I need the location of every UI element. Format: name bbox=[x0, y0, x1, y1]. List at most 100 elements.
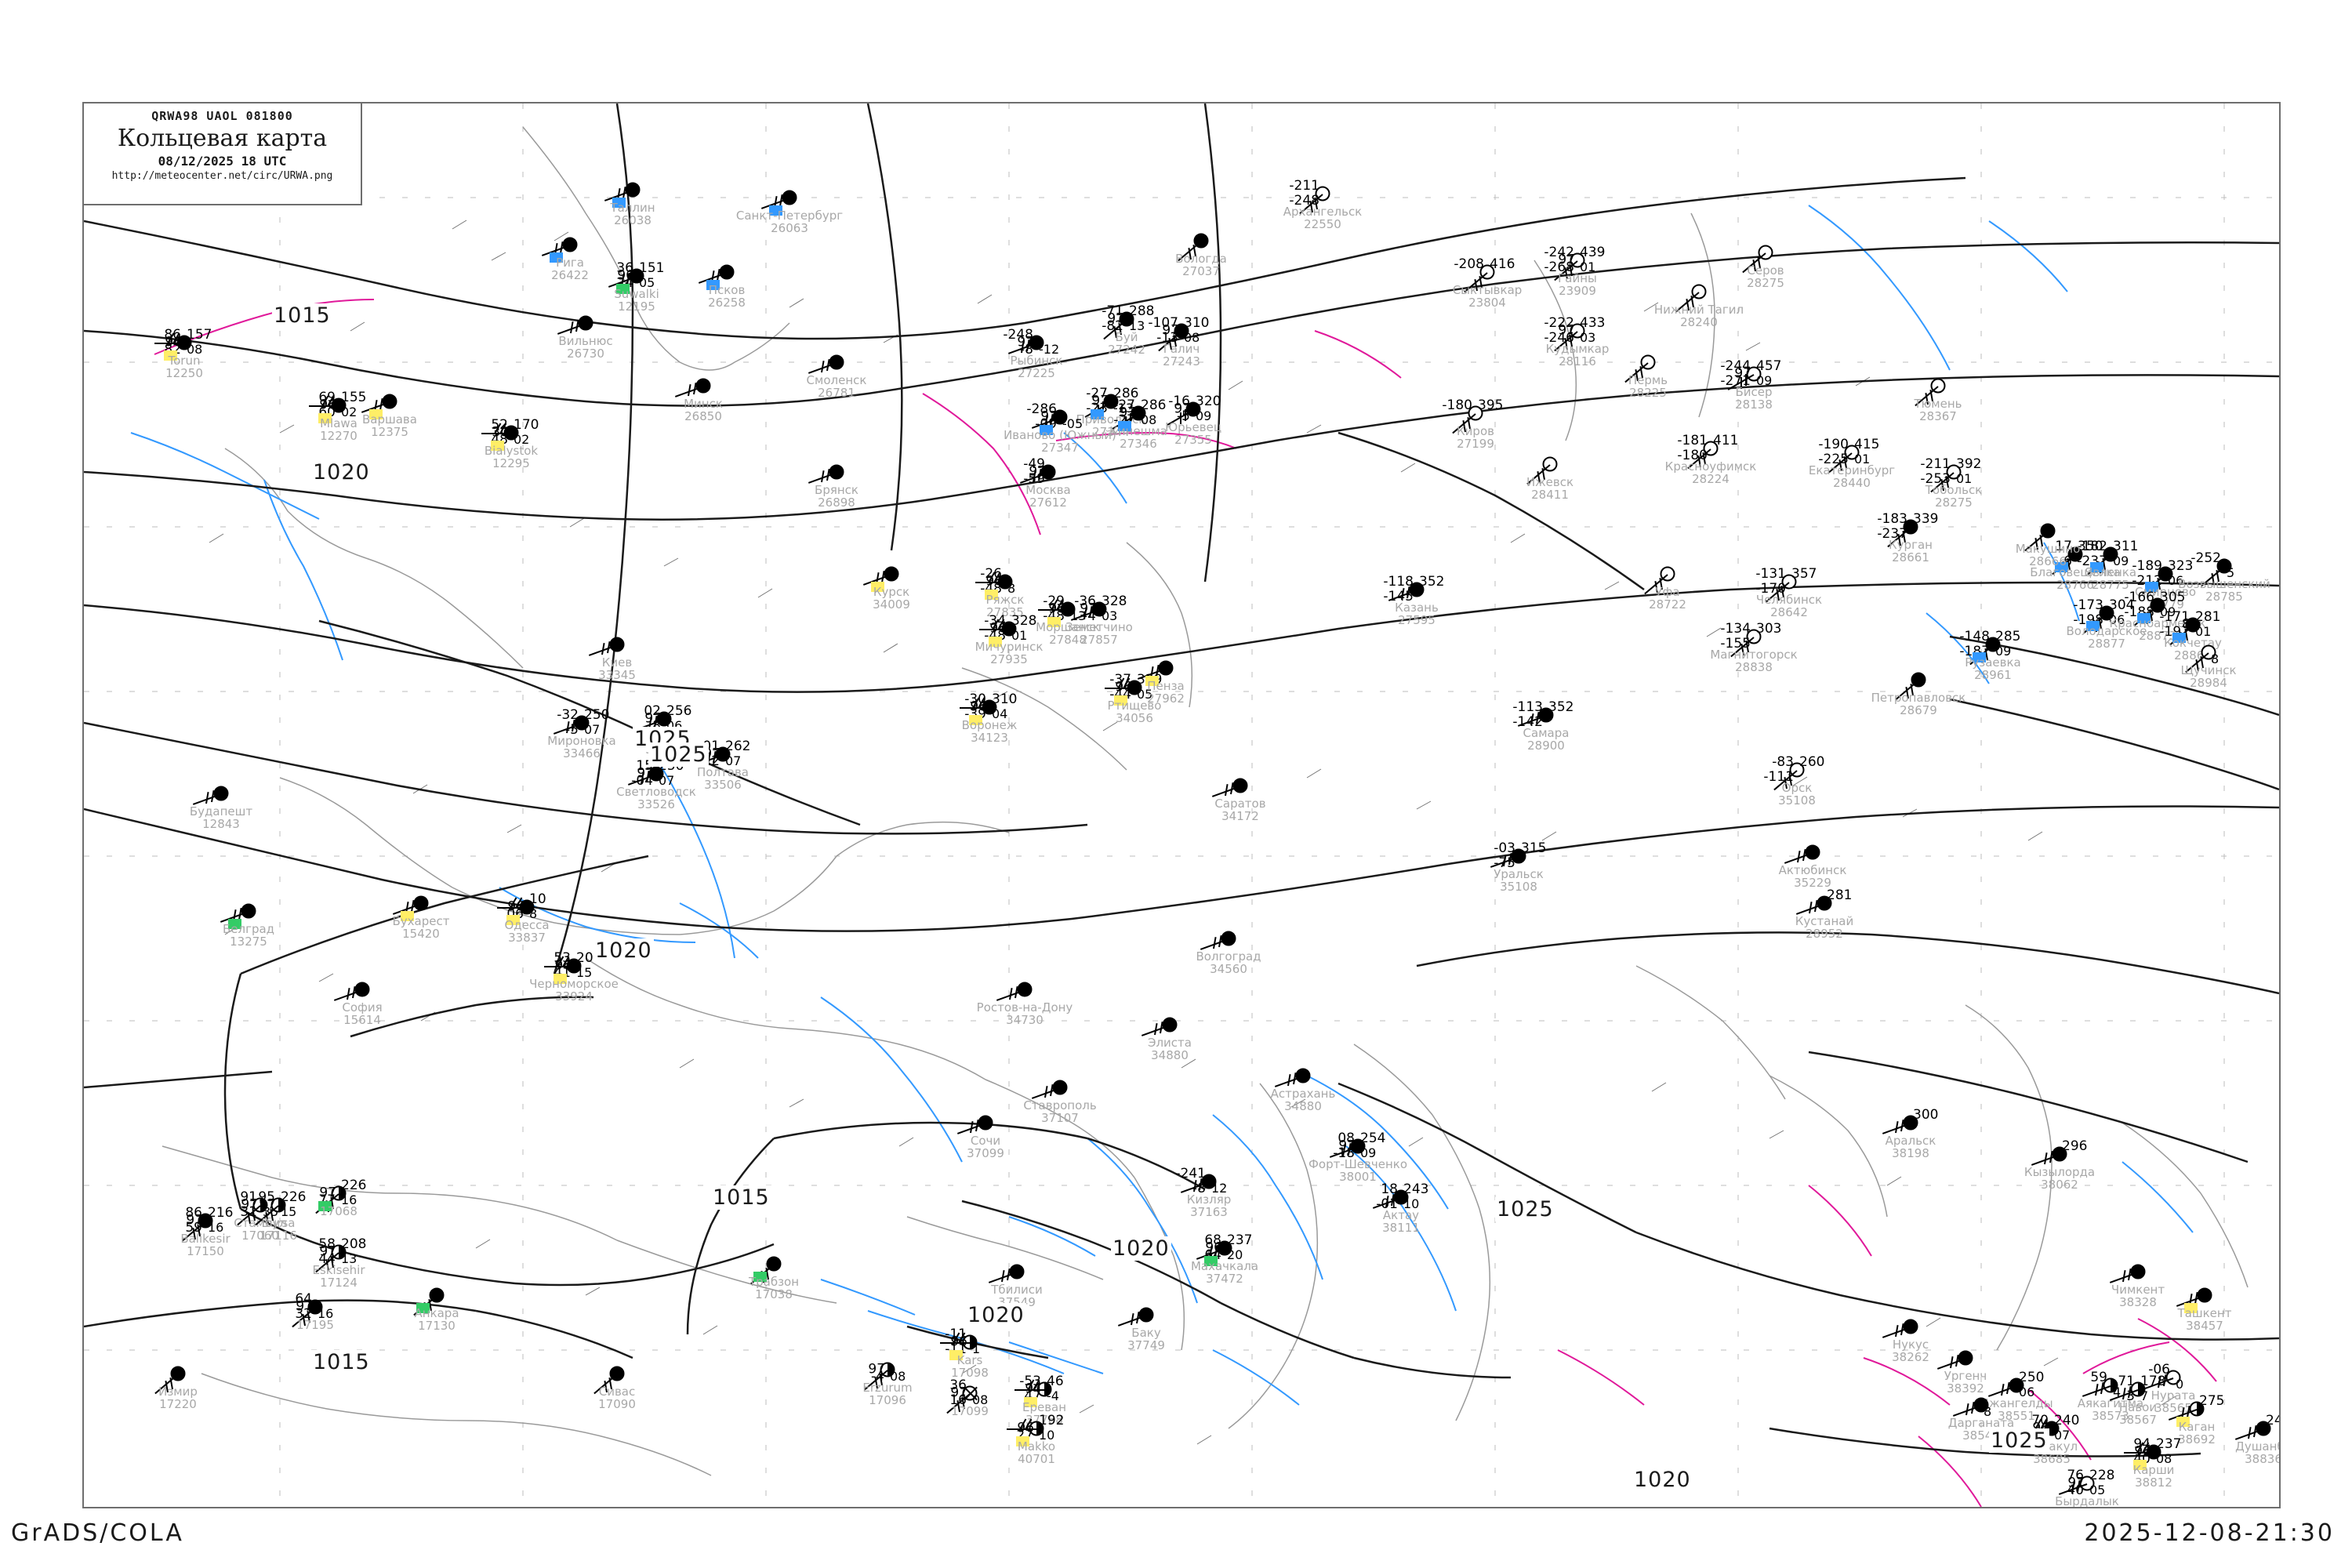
air-temperature: 94 bbox=[2133, 1436, 2151, 1452]
station-id: 28275 bbox=[1747, 275, 1784, 290]
station-label: Bursa 17116 bbox=[260, 1217, 297, 1243]
cloud-cover-icon bbox=[2009, 1377, 2024, 1393]
isobar-label: 1020 bbox=[1632, 1468, 1693, 1492]
visibility: 97 bbox=[1080, 601, 1097, 617]
cloud-cover-icon bbox=[695, 378, 711, 394]
pressure-tendency: 0 bbox=[2176, 1377, 2184, 1392]
pressure-value: 260 bbox=[1799, 754, 1825, 770]
pressure-tendency: 05 bbox=[639, 275, 655, 290]
station-label: Щучинск 28984 bbox=[2180, 664, 2236, 690]
station-name: Гайны bbox=[1558, 271, 1597, 285]
air-temperature: -211 bbox=[1920, 456, 1951, 472]
station-id: 27612 bbox=[1029, 495, 1067, 510]
dew-point: -180 bbox=[1677, 448, 1708, 463]
air-temperature: -29 bbox=[1043, 593, 1065, 609]
pressure-tendency: -05 bbox=[1062, 416, 1083, 431]
dew-point: -01 bbox=[1376, 1196, 1398, 1212]
station-id: 17150 bbox=[187, 1243, 224, 1258]
cloud-cover-icon bbox=[782, 190, 797, 205]
station-id: 17096 bbox=[869, 1392, 906, 1407]
station-id: 28785 bbox=[2205, 589, 2243, 604]
visibility: 97 bbox=[868, 1361, 885, 1377]
dew-point: 59 bbox=[185, 1220, 202, 1236]
pressure-value: 357 bbox=[1791, 566, 1817, 582]
station-name: Казань bbox=[1395, 601, 1439, 615]
visibility: 97 bbox=[186, 1212, 203, 1229]
air-temperature: -06 bbox=[2148, 1362, 2170, 1377]
station-label: Balikesir 17150 bbox=[180, 1232, 230, 1258]
station-id: 17195 bbox=[296, 1318, 334, 1332]
station-name: Mlawa bbox=[320, 416, 358, 430]
station-name: Пенза bbox=[1147, 679, 1185, 693]
station-label: Рига 26422 bbox=[551, 256, 589, 282]
station-label: Тобольск 28275 bbox=[1926, 484, 1983, 510]
station-name: Явленка bbox=[2084, 565, 2137, 579]
weather-map[interactable]: 1015 1020 1025 1020 1015 1020 1020 1025 1025 1015… bbox=[82, 102, 2281, 1508]
pressure-tendency: 8 bbox=[529, 906, 538, 921]
present-weather-mist-icon bbox=[2133, 1460, 2147, 1470]
station-name: Будапешт bbox=[189, 804, 253, 818]
isobar-label: 1025 bbox=[1989, 1428, 2049, 1453]
station-name: Balikesir bbox=[180, 1232, 230, 1246]
station-name: Одесса bbox=[504, 918, 550, 932]
visibility: 97 bbox=[950, 1385, 967, 1401]
station-label: Кустанай 28952 bbox=[1795, 915, 1853, 941]
station-name: Таллин bbox=[610, 201, 655, 215]
isobar-label: 1020 bbox=[1111, 1236, 1171, 1261]
cloud-cover-icon bbox=[1511, 848, 1526, 864]
dew-point: -13 bbox=[1156, 330, 1178, 346]
source-url[interactable]: http://meteocenter.net/circ/URWA.png bbox=[111, 169, 333, 182]
station-id: 23909 bbox=[1559, 283, 1596, 298]
station-name: Москва bbox=[1025, 483, 1071, 497]
dew-point: 8 bbox=[652, 718, 661, 734]
station-name: Санкт-Петербург bbox=[735, 209, 844, 223]
present-weather-mist-icon bbox=[2184, 1303, 2198, 1313]
present-weather-rain-icon bbox=[1204, 1256, 1218, 1266]
station-name: Torun bbox=[168, 354, 201, 368]
cloud-cover-icon bbox=[1009, 1264, 1025, 1279]
station-name: Душанбе bbox=[2235, 1439, 2279, 1454]
pressure-value: 151 bbox=[639, 260, 665, 276]
cloud-cover-icon bbox=[241, 903, 256, 919]
air-temperature: -222 bbox=[1544, 315, 1574, 331]
cloud-cover-icon bbox=[1221, 931, 1236, 946]
station-name: Eskisehir bbox=[312, 1263, 365, 1277]
pressure-value: 192 bbox=[1039, 1413, 1065, 1428]
station-name: Нукус bbox=[1892, 1338, 1929, 1352]
dew-point: -246 bbox=[1544, 330, 1574, 346]
station-label: Земетчино 27857 bbox=[1065, 621, 1133, 647]
station-label: Курган 28661 bbox=[1889, 539, 1933, 564]
station-id: 34880 bbox=[1151, 1047, 1189, 1062]
present-weather-rain-icon bbox=[416, 1303, 430, 1313]
station-label: Bialystok 12295 bbox=[485, 445, 538, 470]
cloud-cover-icon bbox=[1409, 582, 1425, 597]
present-weather-snow-icon bbox=[550, 252, 563, 263]
dew-point: 6 bbox=[2063, 554, 2072, 569]
cloud-cover-icon bbox=[1052, 1080, 1068, 1095]
station-name: Аякагитма bbox=[2077, 1396, 2144, 1410]
visibility: 97 bbox=[319, 1185, 336, 1201]
station-label: Санкт-Петербург 26063 bbox=[735, 209, 844, 235]
station-id: 26730 bbox=[567, 346, 604, 361]
station-id: 34880 bbox=[1284, 1098, 1322, 1113]
pressure-tendency: -12 bbox=[1039, 342, 1060, 357]
pressure-tendency: 07 bbox=[584, 722, 601, 737]
station-id: 28440 bbox=[1833, 475, 1871, 490]
station-label: Самара 28900 bbox=[1523, 727, 1570, 753]
pressure-tendency: 08 bbox=[187, 342, 203, 357]
dew-point: -82 bbox=[1102, 318, 1123, 334]
air-temperature: 08 bbox=[1338, 1131, 1355, 1146]
present-weather-mist-icon bbox=[554, 974, 567, 984]
pressure-value: 457 bbox=[1756, 358, 1782, 374]
station-name: Саратов bbox=[1214, 797, 1266, 811]
visibility: 97 bbox=[1174, 401, 1191, 417]
station-id: 33924 bbox=[555, 989, 593, 1004]
pressure-tendency: 5 bbox=[2227, 565, 2235, 580]
station-id: 26038 bbox=[614, 212, 652, 227]
pressure-tendency: 01 bbox=[2195, 624, 2212, 639]
cloud-cover-icon bbox=[1805, 844, 1820, 860]
pressure-tendency: 08 bbox=[890, 1369, 906, 1384]
air-temperature: -208 bbox=[1454, 256, 1484, 272]
visibility: 96 bbox=[554, 957, 572, 974]
station-label: Серов 28275 bbox=[1747, 264, 1784, 290]
